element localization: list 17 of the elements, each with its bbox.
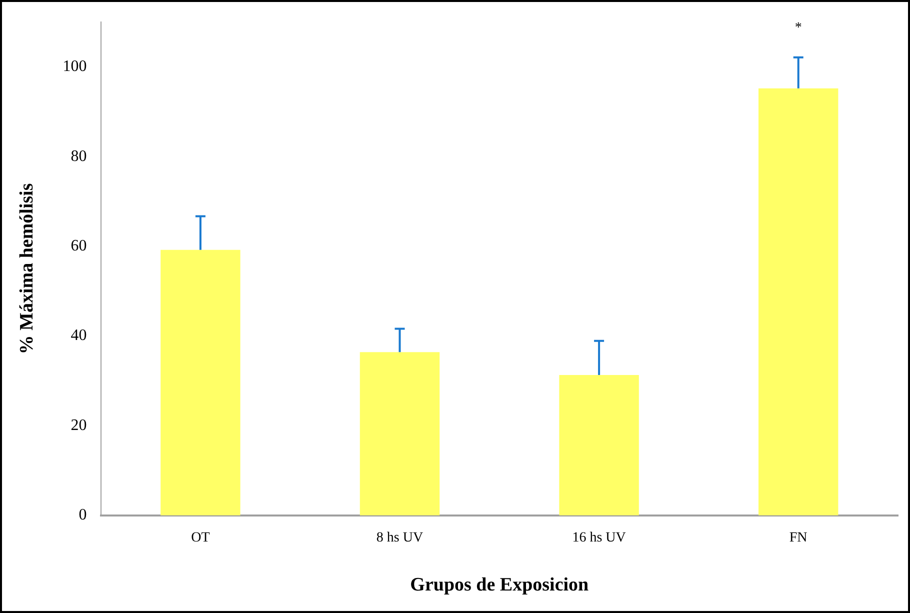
annotation: * [794,20,802,36]
y-axis-title: % Máxima hemólisis [16,183,38,354]
x-tick-label: OT [191,530,210,546]
y-tick-label: 40 [70,327,87,344]
y-tick-label: 100 [62,58,87,76]
x-tick-label: FN [789,530,808,546]
bar [758,88,838,516]
y-tick-label: 20 [70,416,87,434]
x-axis-title: Grupos de Exposicion [410,574,590,596]
bar [160,250,240,516]
y-tick-label: 60 [70,237,87,254]
bar [360,352,440,516]
bar [559,375,639,516]
y-tick-label: 80 [70,148,87,165]
y-tick-label: 0 [78,506,87,524]
x-tick-label: 8 hs UV [376,530,424,546]
x-tick-label: 16 hs UV [572,530,626,546]
